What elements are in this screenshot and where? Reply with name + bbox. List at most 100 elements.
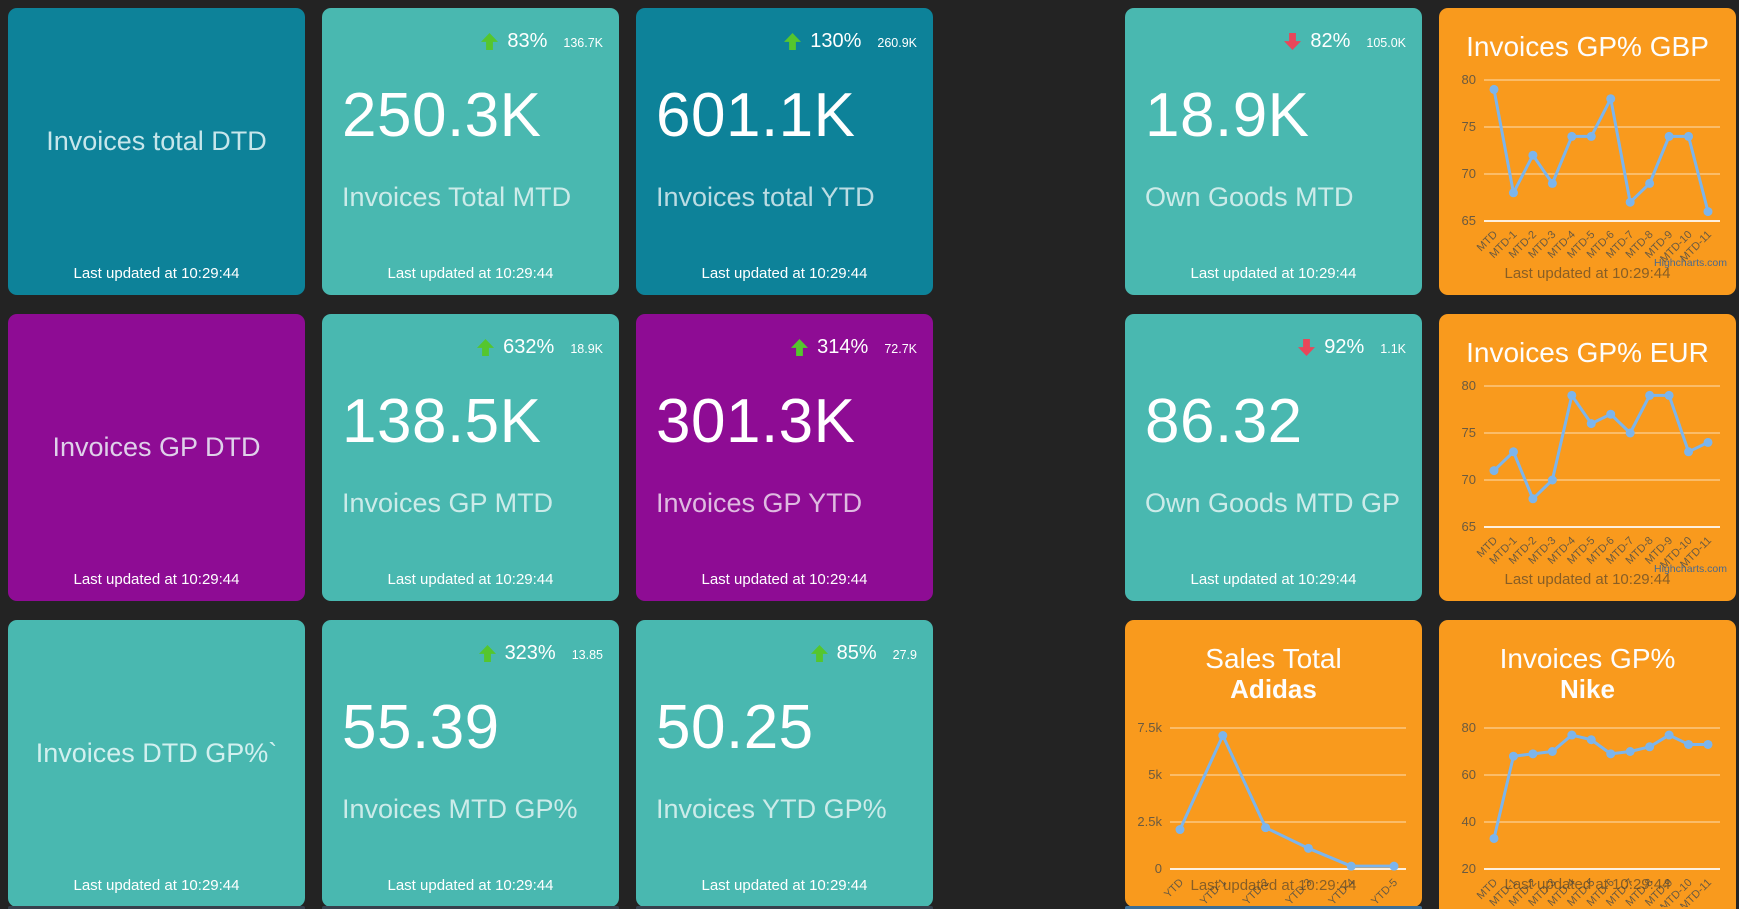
trend-percent: 83% xyxy=(507,30,548,52)
last-updated: Last updated at 10:29:44 xyxy=(1504,265,1671,282)
trend-previous-value: 18.9K xyxy=(570,341,603,356)
chart-title-line2: Adidas xyxy=(1230,674,1317,705)
trend-percent: 82% xyxy=(1310,30,1351,52)
trend-indicator: 323% 13.85 xyxy=(478,642,603,665)
chart-title-line2: Nike xyxy=(1560,674,1615,705)
next-row-tile-edge xyxy=(636,906,933,909)
svg-text:80: 80 xyxy=(1462,72,1476,87)
highcharts-watermark: Highcharts.com xyxy=(1654,563,1727,575)
chart-title-line1: Invoices GP% GBP xyxy=(1466,31,1709,62)
next-row-tile-edge xyxy=(8,906,305,909)
metric-label: Invoices YTD GP% xyxy=(656,794,887,824)
last-updated: Last updated at 10:29:44 xyxy=(387,571,554,588)
last-updated: Last updated at 10:29:44 xyxy=(701,877,868,894)
trend-previous-value: 136.7K xyxy=(563,35,603,50)
line-chart: 20406080MTDMTD-1MTD-2MTD-3MTD-4MTD-5MTD-… xyxy=(1462,720,1720,907)
metric-value: 86.32 xyxy=(1145,387,1303,456)
tile-invoices-total-mtd: 83% 136.7K 250.3K Invoices Total MTD Las… xyxy=(322,8,619,295)
trend-indicator: 83% 136.7K xyxy=(481,30,603,53)
svg-text:7.5k: 7.5k xyxy=(1137,720,1162,735)
tile-invoices-total-dtd: Invoices total DTD Last updated at 10:29… xyxy=(8,8,305,295)
last-updated: Last updated at 10:29:44 xyxy=(701,571,868,588)
arrow-up-icon xyxy=(784,33,802,50)
last-updated: Last updated at 10:29:44 xyxy=(387,265,554,282)
last-updated: Last updated at 10:29:44 xyxy=(73,877,240,894)
metric-value: 18.9K xyxy=(1145,81,1310,150)
last-updated: Last updated at 10:29:44 xyxy=(73,265,240,282)
trend-percent: 632% xyxy=(503,336,555,358)
arrow-up-icon xyxy=(481,33,499,50)
trend-previous-value: 13.85 xyxy=(571,647,603,662)
next-row-tile-edge xyxy=(1125,906,1422,909)
tile-invoices-dtd-gp: Invoices DTD GP%` Last updated at 10:29:… xyxy=(8,620,305,907)
line-chart: 65707580MTDMTD-1MTD-2MTD-3MTD-4MTD-5MTD-… xyxy=(1462,72,1720,265)
chart-title: Invoices GP% EUR xyxy=(1439,338,1736,370)
tile-invoices-gp-dtd: Invoices GP DTD Last updated at 10:29:44 xyxy=(8,314,305,601)
svg-text:60: 60 xyxy=(1462,767,1476,782)
tile-invoices-gp-gbp-chart: Invoices GP% GBP 65 70 75 80 MTD MTD-1 MTD-2 MT… xyxy=(1439,8,1736,295)
last-updated: Last updated at 10:29:44 xyxy=(1190,877,1357,894)
trend-percent: 130% xyxy=(810,30,862,52)
arrow-up-icon xyxy=(791,339,809,356)
svg-text:65: 65 xyxy=(1462,519,1476,534)
tile-sales-total-adidas-chart: Sales Total Adidas 0 2.5k 5k 7.5k YTD YTD-1 YT… xyxy=(1125,620,1422,907)
svg-text:80: 80 xyxy=(1462,378,1476,393)
trend-percent: 85% xyxy=(836,642,877,664)
trend-indicator: 85% 27.9 xyxy=(810,642,917,665)
trend-previous-value: 1.1K xyxy=(1380,341,1406,356)
svg-text:75: 75 xyxy=(1462,425,1476,440)
chart-title-line1: Sales Total xyxy=(1205,643,1342,674)
trend-indicator: 632% 18.9K xyxy=(477,336,603,359)
tile-invoices-gp-ytd: 314% 72.7K 301.3K Invoices GP YTD Last u… xyxy=(636,314,933,601)
highcharts-watermark: Highcharts.com xyxy=(1654,257,1727,269)
metric-label: Invoices total DTD xyxy=(46,126,267,156)
last-updated: Last updated at 10:29:44 xyxy=(73,571,240,588)
arrow-up-icon xyxy=(477,339,495,356)
svg-text:80: 80 xyxy=(1462,720,1476,735)
svg-text:70: 70 xyxy=(1462,472,1476,487)
trend-indicator: 82% 105.0K xyxy=(1284,30,1406,53)
chart-title: Invoices GP% GBP xyxy=(1439,32,1736,64)
trend-previous-value: 72.7K xyxy=(884,341,917,356)
metric-label: Invoices GP DTD xyxy=(52,432,261,462)
chart-title-line1: Invoices GP% EUR xyxy=(1466,337,1709,368)
metric-label: Invoices DTD GP%` xyxy=(35,738,278,768)
next-row-tile-edge xyxy=(322,906,619,909)
arrow-down-icon xyxy=(1284,33,1302,50)
trend-previous-value: 105.0K xyxy=(1366,35,1406,50)
trend-percent: 323% xyxy=(504,642,556,664)
arrow-up-icon xyxy=(810,645,828,662)
trend-indicator: 92% 1.1K xyxy=(1298,336,1406,359)
metric-value: 601.1K xyxy=(656,81,856,150)
tile-invoices-mtd-gp: 323% 13.85 55.39 Invoices MTD GP% Last u… xyxy=(322,620,619,907)
last-updated: Last updated at 10:29:44 xyxy=(1190,571,1357,588)
svg-text:75: 75 xyxy=(1462,119,1476,134)
trend-percent: 314% xyxy=(817,336,869,358)
last-updated: Last updated at 10:29:44 xyxy=(387,877,554,894)
metric-label: Own Goods MTD GP xyxy=(1145,488,1401,518)
metric-value: 301.3K xyxy=(656,387,856,456)
last-updated: Last updated at 10:29:44 xyxy=(1504,876,1671,893)
metric-label: Invoices MTD GP% xyxy=(342,794,578,824)
metric-label: Invoices Total MTD xyxy=(342,182,572,212)
last-updated: Last updated at 10:29:44 xyxy=(701,265,868,282)
chart-title: Sales Total Adidas xyxy=(1125,644,1422,704)
tile-invoices-total-ytd: 130% 260.9K 601.1K Invoices total YTD La… xyxy=(636,8,933,295)
svg-text:5k: 5k xyxy=(1148,767,1162,782)
metric-value: 55.39 xyxy=(342,693,500,762)
trend-percent: 92% xyxy=(1324,336,1365,358)
arrow-down-icon xyxy=(1298,339,1316,356)
line-chart: 65707580MTDMTD-1MTD-2MTD-3MTD-4MTD-5MTD-… xyxy=(1462,378,1720,571)
tile-invoices-ytd-gp: 85% 27.9 50.25 Invoices YTD GP% Last upd… xyxy=(636,620,933,907)
arrow-up-icon xyxy=(478,645,496,662)
tile-invoices-gp-mtd: 632% 18.9K 138.5K Invoices GP MTD Last u… xyxy=(322,314,619,601)
metric-value: 138.5K xyxy=(342,387,542,456)
tile-invoices-gp-eur-chart: Invoices GP% EUR 65 70 75 80 MTD MTD-1 MTD-2 MT… xyxy=(1439,314,1736,601)
tile-own-goods-mtd: 82% 105.0K 18.9K Own Goods MTD Last upda… xyxy=(1125,8,1422,295)
svg-text:40: 40 xyxy=(1462,814,1476,829)
last-updated: Last updated at 10:29:44 xyxy=(1190,265,1357,282)
trend-indicator: 314% 72.7K xyxy=(791,336,917,359)
tile-invoices-gp-nike-chart: Invoices GP% Nike 20 40 60 80 MTD MTD-1 MTD-2 M… xyxy=(1439,620,1736,909)
last-updated: Last updated at 10:29:44 xyxy=(1504,571,1671,588)
